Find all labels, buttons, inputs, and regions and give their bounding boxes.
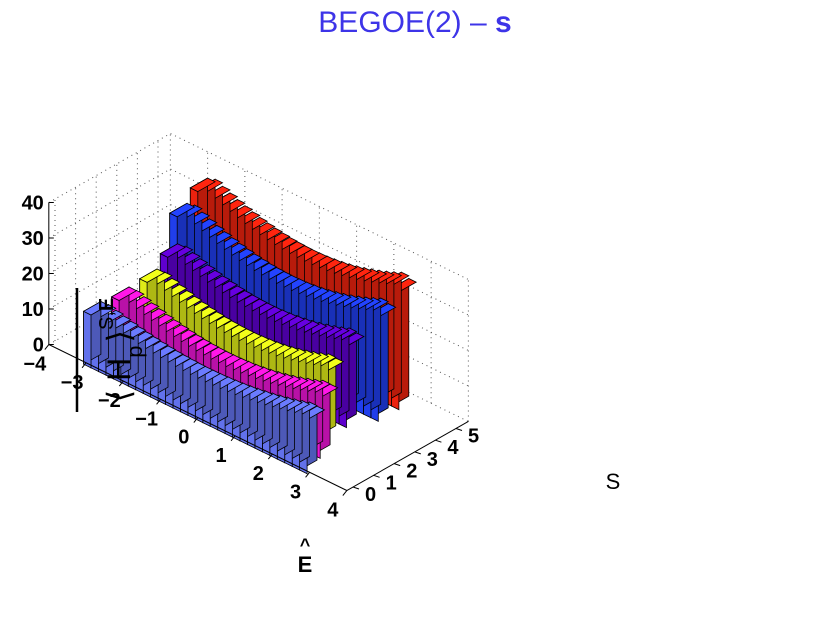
x-tick-label: 1 (216, 445, 227, 467)
z-label-sub: p (122, 346, 147, 358)
z-label-open: ⟨ H (101, 358, 137, 402)
y-tick-label: 0 (365, 484, 376, 506)
x-tick-mark (305, 471, 310, 478)
y-tick-label: 3 (427, 449, 438, 471)
chart-title-main: BEGOE(2) – (318, 6, 495, 39)
x-axis-label: E (298, 552, 313, 577)
z-axis-label: ⟨ Hp ⟩S,E (96, 298, 147, 402)
x-tick-label: −3 (61, 372, 84, 394)
bar-top (159, 243, 186, 258)
bar-top (82, 301, 110, 316)
x-tick-label: −4 (23, 354, 47, 376)
x-tick-mark (118, 380, 124, 387)
z-tick-label: 40 (22, 193, 44, 215)
bar-top (189, 177, 216, 193)
z-tick-label: 10 (22, 299, 44, 321)
x-tick-mark (230, 435, 236, 442)
z-label-sup: S, (96, 311, 118, 330)
x-tick-mark (342, 490, 348, 496)
y-tick-mark (414, 451, 421, 455)
y-tick-label: 4 (447, 437, 459, 459)
y-tick-mark (435, 439, 442, 443)
x-tick-mark (44, 344, 50, 350)
y-tick-label: 2 (406, 461, 417, 483)
y-tick-label: 1 (386, 472, 397, 494)
x-tick-mark (81, 362, 87, 369)
z-label-close: ⟩ (101, 330, 137, 342)
x-tick-label: −1 (135, 408, 158, 430)
y-tick-mark (352, 486, 360, 490)
bar-top (138, 268, 166, 283)
z-tick-label: 30 (22, 228, 44, 250)
bar-top (110, 286, 138, 301)
y-axis-label: S (606, 469, 621, 494)
x-tick-label: 4 (327, 500, 339, 522)
y-tick-mark (373, 474, 380, 478)
chart-title: BEGOE(2) – s (318, 6, 511, 39)
z-axis-label-text: ⟨ Hp ⟩S,E (96, 298, 147, 402)
z-label-sup-e: E (96, 298, 118, 311)
x-tick-mark (156, 398, 161, 405)
x-tick-label: 2 (253, 463, 264, 485)
y-tick-label: 5 (468, 426, 479, 448)
z-tick-label: 20 (22, 264, 44, 286)
y-axis-line (346, 421, 469, 491)
x-tick-label: 3 (290, 481, 301, 503)
chart-bars (82, 177, 418, 475)
x-tick-label: −2 (98, 390, 121, 412)
x-tick-label: 0 (178, 427, 189, 449)
bar-S0-0 (82, 300, 110, 369)
y-tick-mark (455, 428, 463, 431)
bar-front (83, 310, 92, 369)
z-tick-label: 0 (33, 335, 44, 357)
x-tick-mark (267, 453, 273, 460)
x-tick-mark (193, 417, 199, 423)
y-tick-mark (394, 463, 401, 467)
bar-top (168, 202, 196, 218)
chart-title-bold: s (495, 6, 512, 39)
x-axis-label-hat: ^ (300, 535, 311, 555)
